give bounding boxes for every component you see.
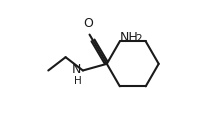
Text: H: H	[74, 76, 81, 86]
Text: O: O	[83, 17, 93, 30]
Text: NH: NH	[120, 31, 138, 44]
Text: 2: 2	[135, 34, 141, 44]
Text: N: N	[72, 63, 81, 76]
